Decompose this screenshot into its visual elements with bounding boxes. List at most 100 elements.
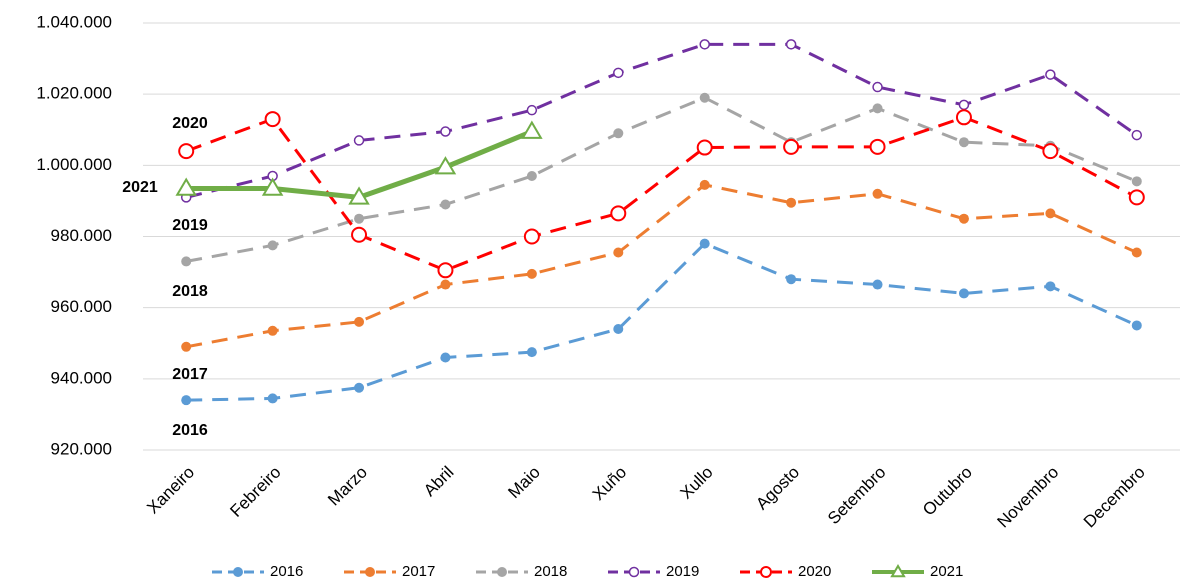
legend-label: 2017 <box>402 563 435 580</box>
marker <box>958 137 969 148</box>
series <box>178 109 1145 279</box>
marker <box>437 262 454 279</box>
y-tick-label: 1.000.000 <box>36 155 112 174</box>
legend-item: 2017 <box>344 563 435 580</box>
marker <box>175 177 197 196</box>
line <box>185 115 1138 272</box>
marker <box>1042 143 1059 160</box>
series <box>181 179 1142 352</box>
marker <box>699 238 710 249</box>
marker <box>434 156 457 175</box>
marker <box>1045 208 1056 219</box>
y-tick-label: 940.000 <box>51 368 112 387</box>
marker <box>264 111 281 128</box>
marker <box>872 188 883 199</box>
marker <box>786 197 797 208</box>
annotation: 2020 <box>172 115 208 132</box>
series <box>181 92 1142 267</box>
x-tick-label: Marzo <box>324 463 371 510</box>
marker <box>613 247 624 258</box>
marker <box>261 177 284 196</box>
marker <box>354 213 365 224</box>
x-tick-label: Setembro <box>824 463 890 529</box>
legend-label: 2016 <box>270 563 303 580</box>
legend-item: 2019 <box>608 563 699 580</box>
legend-marker <box>760 566 772 578</box>
marker <box>613 128 624 139</box>
marker <box>785 39 797 50</box>
series <box>180 39 1143 203</box>
marker <box>1131 320 1142 331</box>
marker <box>440 352 451 363</box>
series <box>181 238 1142 406</box>
annotation: 2021 <box>122 179 158 196</box>
marker <box>958 99 970 111</box>
marker <box>526 104 538 116</box>
legend-label: 2019 <box>666 563 699 580</box>
legend-label: 2018 <box>534 563 567 580</box>
marker <box>440 199 451 210</box>
line <box>185 183 1138 349</box>
marker <box>440 126 451 137</box>
marker <box>699 39 710 50</box>
marker <box>353 135 365 146</box>
legend-item: 2021 <box>872 563 963 580</box>
legend-marker <box>497 567 507 577</box>
y-tick-label: 920.000 <box>51 439 112 458</box>
x-tick-label: Agosto <box>752 463 803 514</box>
series <box>175 120 543 205</box>
y-tick-label: 1.040.000 <box>36 12 112 31</box>
line <box>186 241 1138 402</box>
marker <box>526 171 537 182</box>
legend-marker <box>365 567 375 577</box>
marker <box>699 92 710 103</box>
x-tick-label: Novembro <box>993 463 1062 532</box>
legend-marker <box>233 567 243 577</box>
x-tick-label: Xuño <box>589 463 631 505</box>
marker <box>351 226 368 243</box>
x-tick-label: Maio <box>504 463 543 502</box>
y-tick-label: 960.000 <box>51 297 112 316</box>
marker <box>1045 69 1056 80</box>
line <box>185 42 1138 199</box>
y-tick-label: 1.020.000 <box>36 84 112 103</box>
x-tick-label: Outubro <box>919 463 976 520</box>
marker <box>267 393 278 404</box>
legend-marker <box>628 566 640 578</box>
marker <box>958 213 969 224</box>
marker <box>181 395 192 406</box>
marker <box>1045 281 1056 292</box>
marker <box>440 279 451 290</box>
marker <box>181 341 192 352</box>
legend-item: 2020 <box>740 563 831 580</box>
legend-label: 2021 <box>930 563 963 580</box>
marker <box>354 382 365 393</box>
marker <box>526 347 537 358</box>
marker <box>181 256 192 267</box>
x-tick-label: Abril <box>420 463 457 500</box>
marker <box>348 186 370 205</box>
marker <box>786 274 797 285</box>
marker <box>267 240 278 251</box>
marker <box>699 179 710 190</box>
y-tick-label: 980.000 <box>51 226 112 245</box>
marker <box>955 109 972 126</box>
marker <box>872 279 883 290</box>
marker <box>1131 129 1143 141</box>
x-tick-label: Xaneiro <box>143 463 198 518</box>
legend-label: 2020 <box>798 563 831 580</box>
annotation: 2018 <box>172 283 208 300</box>
marker <box>872 81 883 93</box>
legend-marker <box>890 564 906 578</box>
marker <box>872 103 883 114</box>
marker <box>267 325 278 336</box>
marker <box>613 324 624 335</box>
marker <box>178 143 195 160</box>
annotation: 2017 <box>172 366 208 383</box>
marker <box>696 139 713 156</box>
marker <box>1131 176 1142 187</box>
marker <box>958 288 969 299</box>
marker <box>354 316 365 327</box>
marker <box>869 138 886 155</box>
